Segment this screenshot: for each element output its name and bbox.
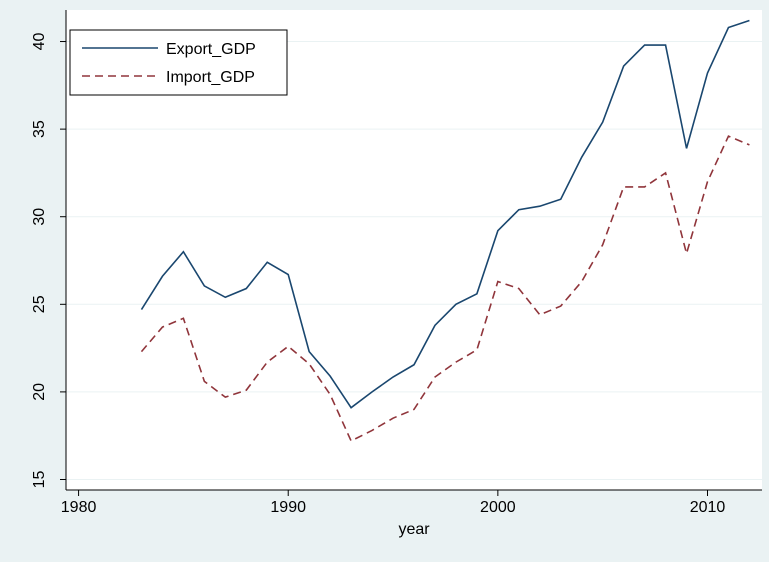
series-line xyxy=(140,135,750,443)
series-line xyxy=(140,19,750,409)
y-tick-label: 20 xyxy=(31,383,48,401)
y-tick-label: 15 xyxy=(31,470,48,488)
x-tick-label: 1990 xyxy=(270,499,306,516)
x-tick-label: 2010 xyxy=(690,499,726,516)
legend-label: Export_GDP xyxy=(166,41,256,58)
y-tick-label: 40 xyxy=(31,33,48,51)
legend-label: Import_GDP xyxy=(166,69,255,86)
y-tick-label: 35 xyxy=(31,120,48,138)
x-tick-label: 2000 xyxy=(480,499,516,516)
x-tick-label: 1980 xyxy=(61,499,97,516)
y-tick-label: 30 xyxy=(31,208,48,226)
x-axis-label: year xyxy=(398,521,430,538)
legend-box xyxy=(69,29,288,96)
y-tick-label: 25 xyxy=(31,295,48,313)
